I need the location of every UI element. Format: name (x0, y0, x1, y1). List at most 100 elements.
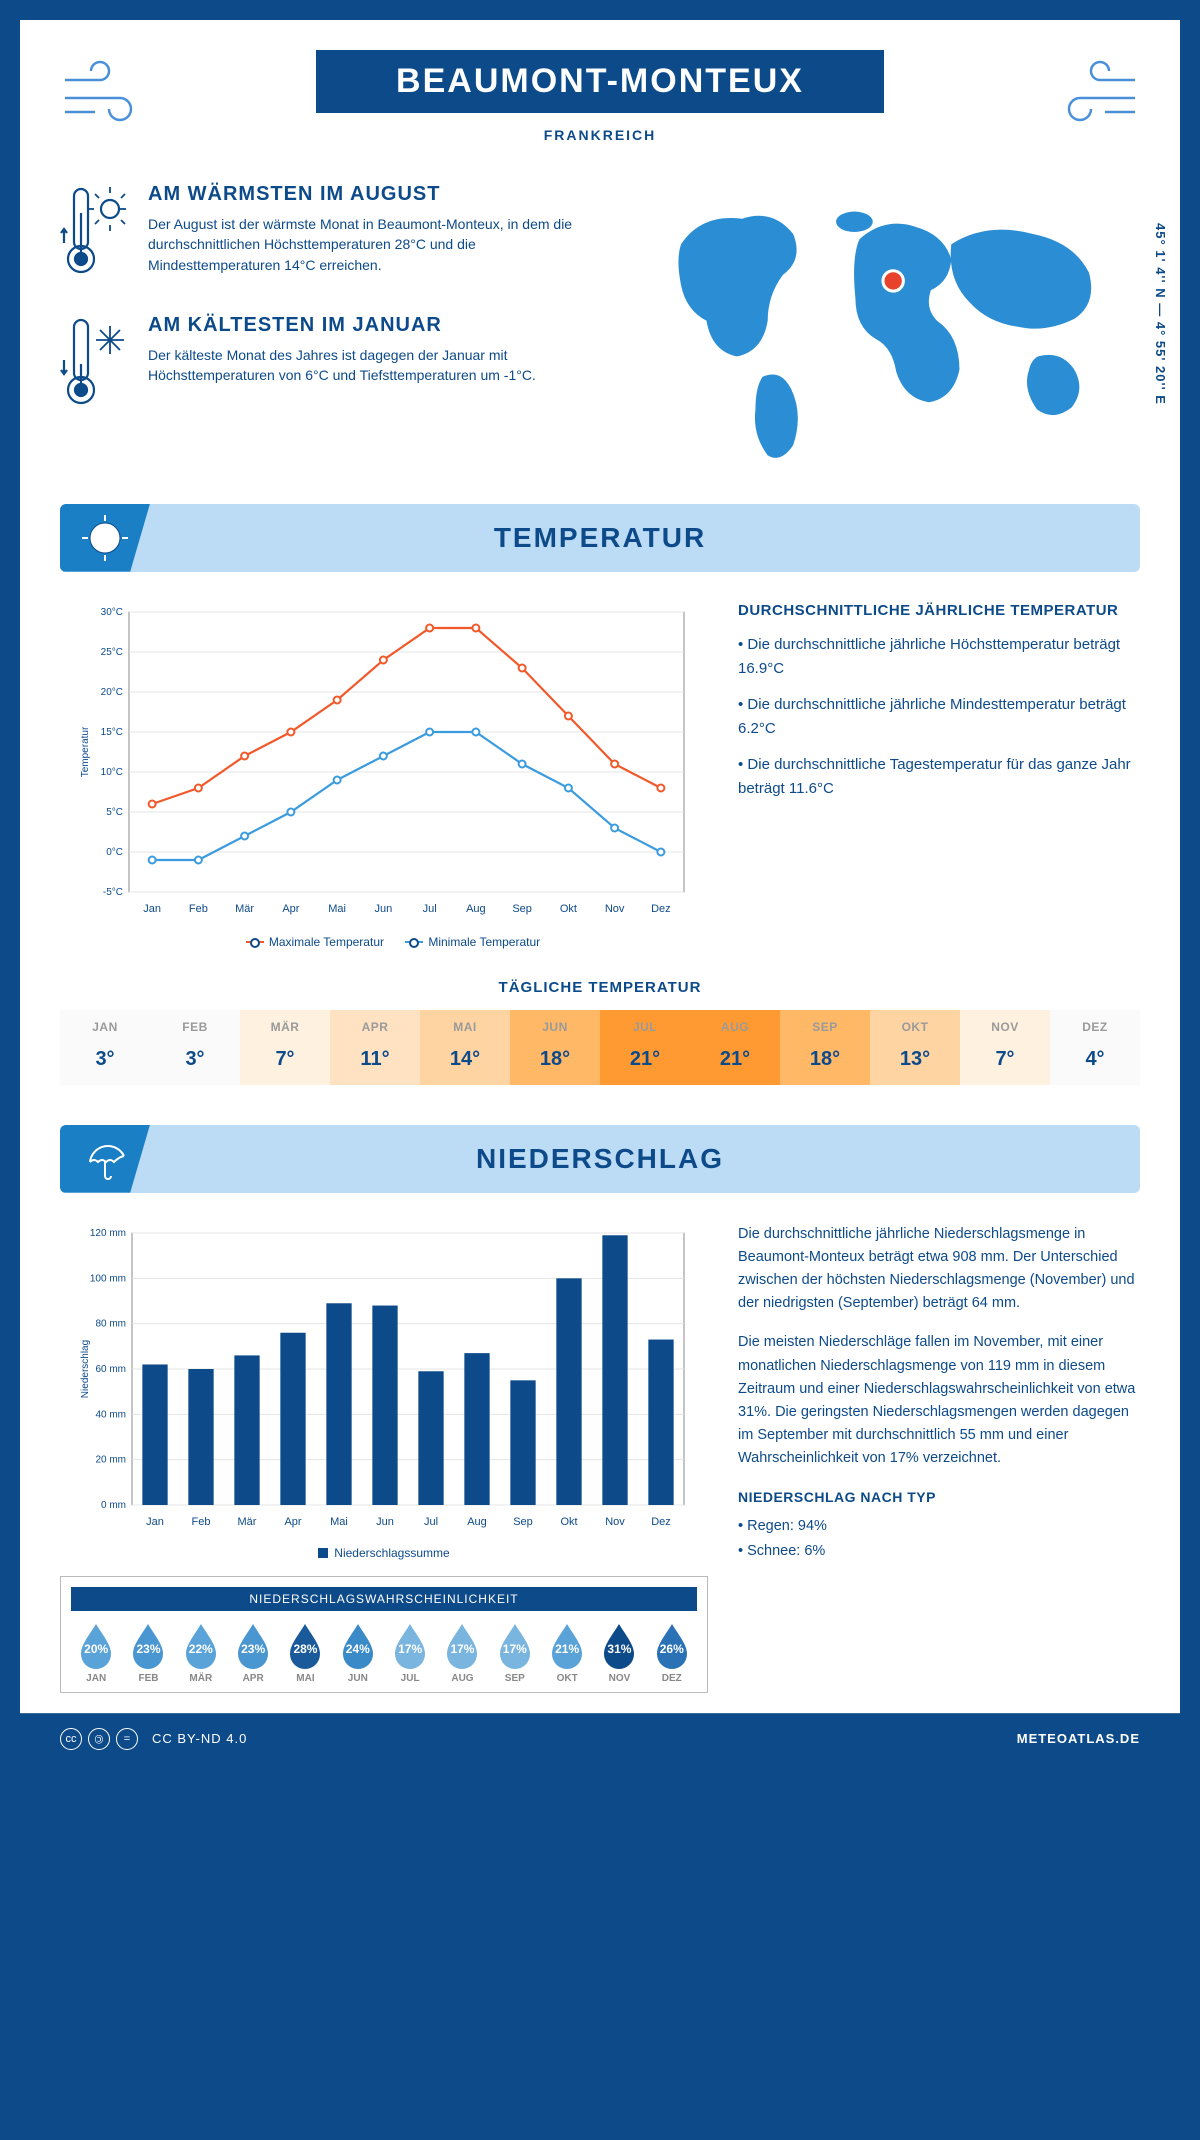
title-bar: BEAUMONT-MONTEUX (316, 50, 884, 113)
daily-temp-title: TÄGLICHE TEMPERATUR (60, 979, 1140, 996)
svg-text:Jan: Jan (146, 1516, 164, 1528)
precip-content-row: 0 mm20 mm40 mm60 mm80 mm100 mm120 mmNied… (60, 1223, 1140, 1693)
svg-text:Okt: Okt (560, 903, 577, 915)
svg-text:Mai: Mai (328, 903, 346, 915)
temp-content-row: -5°C0°C5°C10°C15°C20°C25°C30°CTemperatur… (60, 602, 1140, 949)
by-icon: 🄯 (88, 1728, 110, 1750)
nd-icon: = (116, 1728, 138, 1750)
svg-text:Nov: Nov (605, 903, 625, 915)
probability-drop: 28%MAI (280, 1621, 330, 1684)
svg-text:Jun: Jun (376, 1516, 394, 1528)
daily-cell: FEB3° (150, 1010, 240, 1085)
precip-type-title: NIEDERSCHLAG NACH TYP (738, 1486, 1140, 1508)
precip-legend: Niederschlagssumme (60, 1546, 708, 1560)
precip-chart-col: 0 mm20 mm40 mm60 mm80 mm100 mm120 mmNied… (60, 1223, 708, 1693)
svg-text:20 mm: 20 mm (95, 1454, 126, 1465)
daily-cell: JAN3° (60, 1010, 150, 1085)
legend-max: Maximale Temperatur (269, 935, 384, 949)
svg-text:Dez: Dez (651, 1516, 671, 1528)
license-text: CC BY-ND 4.0 (152, 1731, 247, 1746)
svg-text:120 mm: 120 mm (90, 1228, 126, 1239)
daily-cell: MÄR7° (240, 1010, 330, 1085)
country-subtitle: FRANKREICH (60, 127, 1140, 143)
probability-title: NIEDERSCHLAGSWAHRSCHEINLICHKEIT (71, 1587, 697, 1611)
svg-text:Jan: Jan (143, 903, 161, 915)
umbrella-icon (60, 1125, 150, 1193)
svg-text:30°C: 30°C (101, 607, 123, 618)
svg-text:Apr: Apr (284, 1516, 301, 1528)
svg-text:10°C: 10°C (101, 767, 123, 778)
svg-text:Dez: Dez (651, 903, 671, 915)
precip-type2: • Schnee: 6% (738, 1540, 1140, 1563)
precip-chart: 0 mm20 mm40 mm60 mm80 mm100 mm120 mmNied… (60, 1223, 708, 1533)
svg-text:Aug: Aug (467, 1516, 487, 1528)
coldest-block: AM KÄLTESTEN IM JANUAR Der kälteste Mona… (60, 314, 600, 419)
probability-drop: 24%JUN (333, 1621, 383, 1684)
svg-text:Jul: Jul (424, 1516, 438, 1528)
probability-drop: 23%FEB (123, 1621, 173, 1684)
daily-cell: SEP18° (780, 1010, 870, 1085)
summary-l2: • Die durchschnittliche jährliche Mindes… (738, 693, 1140, 741)
svg-text:Mai: Mai (330, 1516, 348, 1528)
license-block: cc 🄯 = CC BY-ND 4.0 (60, 1728, 247, 1750)
svg-text:5°C: 5°C (106, 807, 123, 818)
svg-text:Apr: Apr (282, 903, 299, 915)
map-col: 45° 1' 4'' N — 4° 55' 20'' E (630, 183, 1140, 474)
svg-text:Temperatur: Temperatur (80, 726, 91, 777)
daily-cell: NOV7° (960, 1010, 1050, 1085)
legend-min: Minimale Temperatur (428, 935, 540, 949)
svg-text:Okt: Okt (560, 1516, 577, 1528)
precip-legend-label: Niederschlagssumme (334, 1546, 449, 1560)
coordinates-label: 45° 1' 4'' N — 4° 55' 20'' E (1153, 223, 1168, 405)
probability-drop: 26%DEZ (647, 1621, 697, 1684)
temp-summary: DURCHSCHNITTLICHE JÄHRLICHE TEMPERATUR •… (738, 602, 1140, 949)
content-card: BEAUMONT-MONTEUX FRANKREICH AM WÄRMSTEN … (20, 20, 1180, 1713)
probability-drop: 17%SEP (490, 1621, 540, 1684)
probability-drop: 17%AUG (437, 1621, 487, 1684)
temp-title: TEMPERATUR (60, 522, 1140, 554)
svg-text:-5°C: -5°C (103, 887, 123, 898)
coldest-text: Der kälteste Monat des Jahres ist dagege… (148, 345, 600, 386)
daily-cell: JUN18° (510, 1010, 600, 1085)
intro-text-col: AM WÄRMSTEN IM AUGUST Der August ist der… (60, 183, 600, 474)
svg-text:Jun: Jun (375, 903, 393, 915)
thermometer-hot-icon (60, 183, 130, 288)
temp-legend: Maximale Temperatur Minimale Temperatur (60, 935, 708, 949)
probability-drop: 23%APR (228, 1621, 278, 1684)
precip-title: NIEDERSCHLAG (60, 1143, 1140, 1175)
precip-section-header: NIEDERSCHLAG (60, 1125, 1140, 1193)
probability-drop: 21%OKT (542, 1621, 592, 1684)
svg-text:20°C: 20°C (101, 687, 123, 698)
probability-drop: 31%NOV (594, 1621, 644, 1684)
cc-icon: cc (60, 1728, 82, 1750)
precip-p1: Die durchschnittliche jährliche Niedersc… (738, 1223, 1140, 1316)
probability-drops: 20%JAN23%FEB22%MÄR23%APR28%MAI24%JUN17%J… (71, 1621, 697, 1684)
location-title: BEAUMONT-MONTEUX (396, 62, 804, 101)
warmest-block: AM WÄRMSTEN IM AUGUST Der August ist der… (60, 183, 600, 288)
svg-text:Jul: Jul (423, 903, 437, 915)
daily-cell: MAI14° (420, 1010, 510, 1085)
daily-cell: OKT13° (870, 1010, 960, 1085)
wind-icon (60, 60, 150, 135)
probability-drop: 20%JAN (71, 1621, 121, 1684)
sun-icon (60, 504, 150, 572)
page-root: BEAUMONT-MONTEUX FRANKREICH AM WÄRMSTEN … (0, 0, 1200, 1784)
site-name: METEOATLAS.DE (1017, 1731, 1140, 1746)
world-map-icon (630, 183, 1140, 469)
svg-text:60 mm: 60 mm (95, 1364, 126, 1375)
summary-title: DURCHSCHNITTLICHE JÄHRLICHE TEMPERATUR (738, 602, 1140, 619)
svg-text:Aug: Aug (466, 903, 486, 915)
summary-l1: • Die durchschnittliche jährliche Höchst… (738, 633, 1140, 681)
daily-cell: JUL21° (600, 1010, 690, 1085)
daily-cell: DEZ4° (1050, 1010, 1140, 1085)
thermometer-cold-icon (60, 314, 130, 419)
precip-text-col: Die durchschnittliche jährliche Niedersc… (738, 1223, 1140, 1693)
svg-text:0 mm: 0 mm (101, 1500, 126, 1511)
warmest-title: AM WÄRMSTEN IM AUGUST (148, 183, 600, 206)
svg-text:Feb: Feb (192, 1516, 211, 1528)
svg-text:40 mm: 40 mm (95, 1409, 126, 1420)
coldest-title: AM KÄLTESTEN IM JANUAR (148, 314, 600, 337)
daily-cell: AUG21° (690, 1010, 780, 1085)
svg-text:Niederschlag: Niederschlag (80, 1339, 91, 1397)
precip-type1: • Regen: 94% (738, 1515, 1140, 1538)
